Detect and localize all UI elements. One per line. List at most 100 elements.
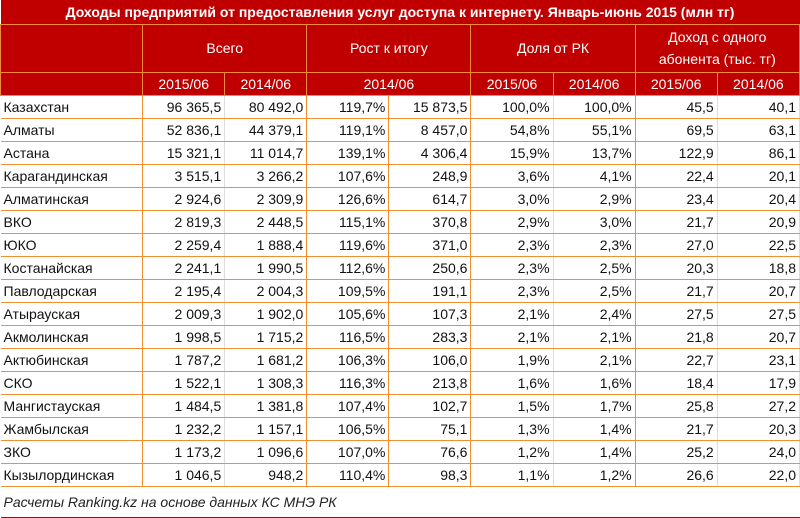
cell-value: 13,7%	[553, 141, 636, 165]
cell-value: 2,9%	[553, 187, 636, 211]
cell-value: 3,6%	[470, 164, 554, 188]
cell-value: 4 306,4	[388, 141, 472, 165]
cell-value: 106,0	[388, 348, 472, 373]
cell-value: 27,2	[717, 394, 800, 419]
region-name: Мангистауская	[0, 394, 144, 419]
cell-value: 27,5	[635, 302, 718, 326]
cell-value: 119,7%	[306, 95, 390, 119]
cell-value: 1,2%	[553, 463, 636, 488]
cell-value: 614,7	[388, 187, 472, 211]
cell-value: 27,0	[635, 233, 718, 257]
cell-value: 107,0%	[306, 440, 390, 465]
subheader: 2015/06	[470, 71, 554, 96]
cell-value: 52 836,1	[142, 118, 226, 142]
cell-value: 2 009,3	[142, 302, 226, 326]
cell-value: 119,1%	[306, 118, 390, 142]
subheader: 2014/06	[224, 71, 308, 96]
cell-value: 1 888,4	[224, 233, 308, 257]
cell-value: 371,0	[388, 233, 472, 257]
cell-value: 1 522,1	[142, 371, 226, 396]
subheader: 2014/06	[716, 71, 800, 96]
cell-value: 1 998,5	[142, 325, 226, 350]
region-name: Актюбинская	[0, 348, 144, 373]
cell-value: 1,1%	[470, 463, 554, 488]
cell-value: 2 448,5	[224, 210, 308, 234]
cell-value: 2,9%	[470, 210, 554, 234]
cell-value: 1 484,5	[142, 394, 226, 419]
cell-value: 1 381,8	[224, 394, 308, 419]
cell-value: 8 457,0	[388, 118, 472, 142]
table-body: Казахстан 96 365,5 80 492,0 119,7% 15 873,5 1…	[0, 95, 800, 488]
cell-value: 1,5%	[470, 394, 554, 419]
cell-value: 2,5%	[553, 279, 636, 303]
cell-value: 106,3%	[306, 348, 390, 373]
subheader: 2014/06	[306, 71, 472, 96]
cell-value: 283,3	[388, 325, 472, 350]
cell-value: 119,6%	[306, 233, 390, 257]
cell-value: 1 157,1	[224, 417, 308, 442]
cell-value: 3,0%	[553, 210, 636, 234]
table-row: Жамбылская 1 232,2 1 157,1 106,5% 75,1 1,3% 1,…	[0, 417, 800, 442]
region-header	[0, 23, 144, 73]
cell-value: 100,0%	[470, 95, 554, 119]
cell-value: 98,3	[388, 463, 472, 488]
cell-value: 20,9	[717, 210, 800, 234]
cell-value: 40,1	[717, 95, 800, 119]
table-row: ЮКО 2 259,4 1 888,4 119,6% 371,0 2,3% 2,3% 27,0…	[0, 233, 800, 257]
cell-value: 86,1	[717, 141, 800, 165]
cell-value: 1 990,5	[224, 256, 308, 280]
cell-value: 23,4	[635, 187, 718, 211]
table-row: Мангистауская 1 484,5 1 381,8 107,4% 102,7 1,…	[0, 394, 800, 419]
cell-value: 55,1%	[553, 118, 636, 142]
table-row: СКО 1 522,1 1 308,3 116,3% 213,8 1,6% 1,6% 18,4…	[0, 371, 800, 396]
cell-value: 76,6	[388, 440, 472, 465]
region-name: Алматы	[0, 118, 144, 142]
cell-value: 213,8	[388, 371, 472, 396]
cell-value: 2 241,1	[142, 256, 226, 280]
cell-value: 1,9%	[470, 348, 554, 373]
cell-value: 1 715,2	[224, 325, 308, 350]
cell-value: 116,3%	[306, 371, 390, 396]
group-header-growth: Рост к итогу	[306, 23, 472, 73]
region-name: Жамбылская	[0, 417, 144, 442]
cell-value: 100,0%	[553, 95, 636, 119]
region-name: Кызылординская	[0, 463, 144, 488]
cell-value: 54,8%	[470, 118, 554, 142]
region-name: Казахстан	[0, 95, 144, 119]
subheader: 2015/06	[634, 71, 718, 96]
region-name: ЮКО	[0, 233, 144, 257]
table-row: ЗКО 1 173,2 1 096,6 107,0% 76,6 1,2% 1,4% 25,2 2…	[0, 440, 800, 465]
cell-value: 102,7	[388, 394, 472, 419]
cell-value: 80 492,0	[224, 95, 308, 119]
cell-value: 3 515,1	[142, 164, 226, 188]
cell-value: 75,1	[388, 417, 472, 442]
table-title: Доходы предприятий от предоставления усл…	[0, 0, 800, 25]
cell-value: 2,1%	[470, 325, 554, 350]
table-row: Алматы 52 836,1 44 379,1 119,1% 8 457,0 54,8%…	[0, 118, 800, 142]
cell-value: 15 873,5	[388, 95, 472, 119]
cell-value: 1 308,3	[224, 371, 308, 396]
cell-value: 107,3	[388, 302, 472, 326]
cell-value: 1,2%	[470, 440, 554, 465]
cell-value: 20,7	[717, 279, 800, 303]
table-row: Павлодарская 2 195,4 2 004,3 109,5% 191,1 2,3…	[0, 279, 800, 303]
cell-value: 1,4%	[553, 417, 636, 442]
cell-value: 2 004,3	[224, 279, 308, 303]
group-header-per-subscriber: Доход с одного абонента (тыс. тг)	[634, 23, 800, 73]
cell-value: 248,9	[388, 164, 472, 188]
table-row: Алматинская 2 924,6 2 309,9 126,6% 614,7 3,0%…	[0, 187, 800, 211]
region-name: СКО	[0, 371, 144, 396]
region-name: Акмолинская	[0, 325, 144, 350]
cell-value: 115,1%	[306, 210, 390, 234]
cell-value: 17,9	[717, 371, 800, 396]
cell-value: 96 365,5	[142, 95, 226, 119]
cell-value: 25,8	[635, 394, 718, 419]
source-note: Расчеты Ranking.kz на основе данных КС М…	[0, 486, 800, 518]
cell-value: 15,9%	[470, 141, 554, 165]
region-name: Астана	[0, 141, 144, 165]
region-name: Павлодарская	[0, 279, 144, 303]
cell-value: 2,3%	[470, 233, 554, 257]
cell-value: 1 046,5	[142, 463, 226, 488]
cell-value: 105,6%	[306, 302, 390, 326]
